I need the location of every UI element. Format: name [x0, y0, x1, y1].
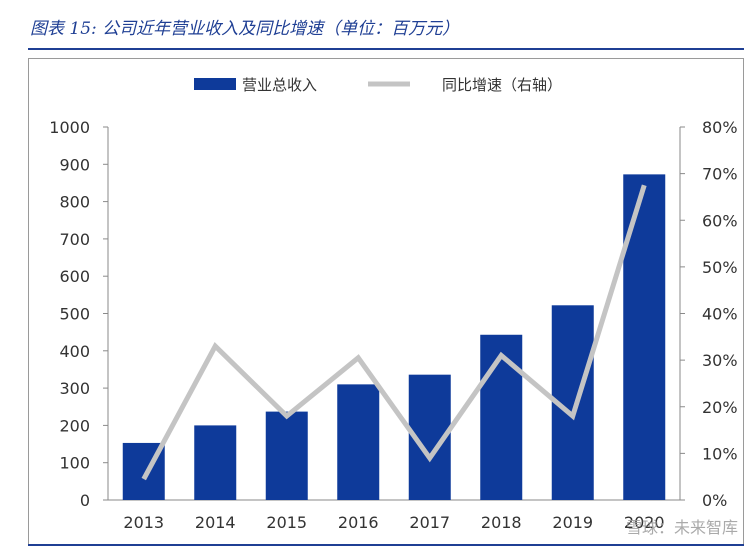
- left-tick-label: 600: [59, 267, 90, 286]
- line-series: [141, 184, 647, 481]
- title-divider: [28, 48, 744, 50]
- right-tick-label: 60%: [702, 211, 738, 230]
- figure-title: 图表 15: 公司近年营业收入及同比增速（单位：百万元）: [30, 19, 460, 39]
- left-tick-label: 700: [59, 230, 90, 249]
- bar-2016: [337, 384, 380, 500]
- x-tick-label: 2014: [195, 513, 236, 532]
- left-tick-label: 0: [80, 491, 90, 510]
- x-tick-label: 2016: [338, 513, 379, 532]
- right-tick-label: 0%: [702, 491, 727, 510]
- legend: 营业总收入 同比增速（右轴）: [194, 76, 562, 94]
- x-tick-label: 2020: [624, 513, 665, 532]
- legend-bar-swatch: [194, 78, 236, 90]
- right-tick-label: 40%: [702, 305, 738, 324]
- left-tick-label: 500: [59, 305, 90, 324]
- bar-2020: [623, 174, 666, 500]
- x-tick-label: 2017: [409, 513, 450, 532]
- left-tick-label: 400: [59, 342, 90, 361]
- right-axis: 0% 10% 20% 30% 40% 50% 60% 70% 80%: [679, 118, 738, 510]
- x-axis-labels: 2013 2014 2015 2016 2017 2018 2019 2020: [123, 513, 664, 532]
- right-tick-label: 70%: [702, 165, 738, 184]
- bottom-divider: [28, 544, 744, 546]
- legend-line-label: 同比增速（右轴）: [442, 76, 562, 94]
- bar-2014: [194, 425, 237, 500]
- growth-line: [141, 184, 647, 481]
- left-tick-label: 1000: [49, 118, 90, 137]
- left-tick-label: 900: [59, 155, 90, 174]
- legend-bar-label: 营业总收入: [242, 76, 317, 94]
- x-tick-label: 2019: [552, 513, 593, 532]
- bar-2018: [480, 334, 523, 500]
- right-tick-label: 10%: [702, 444, 738, 463]
- right-tick-label: 80%: [702, 118, 738, 137]
- x-tick-label: 2018: [481, 513, 522, 532]
- left-tick-label: 200: [59, 416, 90, 435]
- x-tick-label: 2015: [266, 513, 307, 532]
- right-tick-label: 50%: [702, 258, 738, 277]
- watermark: 雪球：未来智库: [625, 518, 738, 537]
- left-tick-label: 800: [59, 193, 90, 212]
- bar-2015: [265, 411, 308, 500]
- bar-series: [122, 174, 666, 500]
- right-tick-label: 30%: [702, 351, 738, 370]
- right-tick-label: 20%: [702, 398, 738, 417]
- left-tick-label: 100: [59, 454, 90, 473]
- left-tick-label: 300: [59, 379, 90, 398]
- x-tick-label: 2013: [123, 513, 164, 532]
